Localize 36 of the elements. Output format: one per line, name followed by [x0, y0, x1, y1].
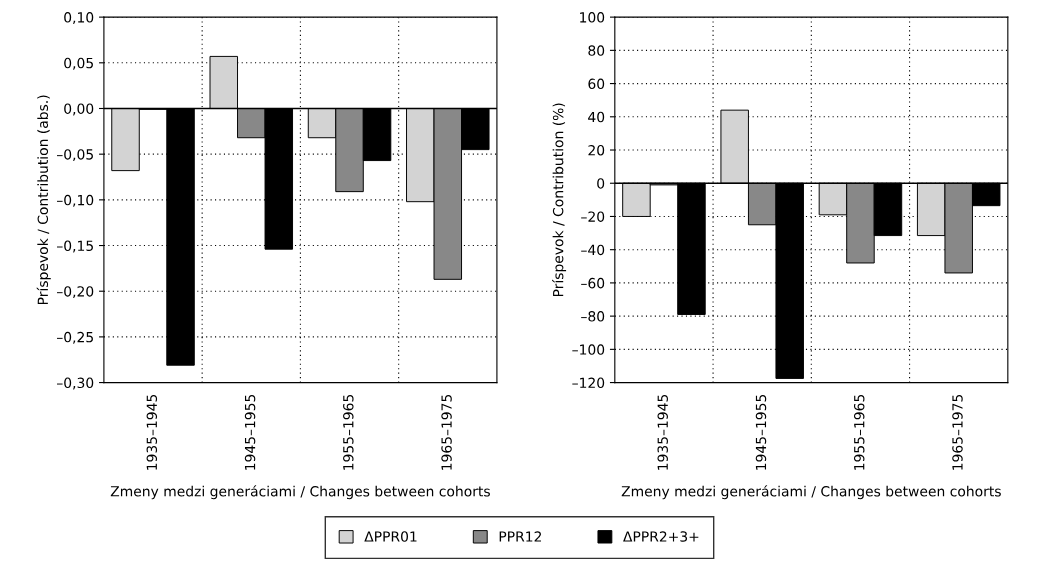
y-tick-label: –60 — [581, 277, 605, 289]
y-tick-label: 20 — [588, 144, 605, 156]
y-tick-label: –40 — [581, 244, 605, 256]
x-tick-label: 1965–1975 — [952, 394, 963, 470]
y-tick-label: –0,30 — [56, 377, 94, 390]
y-axis-title: Príspevok / Contribution (%) — [552, 103, 567, 297]
x-tick-label: 1955–1965 — [853, 394, 865, 470]
y-tick-label: 0 — [597, 178, 605, 189]
y-tick-label: –20 — [581, 211, 605, 222]
x-tick-label: 1945–1955 — [244, 394, 256, 470]
y-tick-label: –0,15 — [56, 240, 93, 253]
legend-label: PPR12 — [499, 531, 542, 542]
legend-label: ΔPPR01 — [364, 531, 417, 542]
y-tick-label: 0,05 — [64, 57, 93, 70]
x-tick-label: 1945–1955 — [755, 394, 767, 470]
x-axis-title: Zmeny medzi generáciami / Changes between cohorts — [110, 485, 490, 500]
y-tick-label: 80 — [588, 45, 605, 56]
y-tick-label: 40 — [588, 111, 605, 123]
x-tick-label: 1935–1945 — [146, 394, 158, 470]
y-tick-label: –0,25 — [56, 331, 93, 344]
x-tick-label: 1965–1975 — [441, 394, 452, 470]
y-tick-label: –120 — [572, 377, 605, 389]
x-axis-title: Zmeny medzi generáciami / Changes between cohorts — [621, 485, 1001, 500]
legend-label: ΔPPR2+3+ — [623, 531, 699, 542]
y-tick-label: –100 — [572, 344, 605, 355]
y-tick-label: –0,20 — [56, 286, 94, 299]
y-axis-title: Príspevok / Contribution (abs.) — [36, 95, 51, 304]
y-tick-label: 60 — [588, 78, 605, 90]
y-tick-label: –80 — [581, 311, 605, 322]
x-tick-label: 1935–1945 — [657, 394, 668, 470]
y-tick-label: 100 — [580, 12, 605, 23]
y-tick-label: 0,10 — [64, 12, 94, 25]
y-tick-label: –0,10 — [56, 194, 94, 207]
y-tick-label: –0,05 — [56, 149, 93, 162]
y-tick-label: 0,00 — [64, 103, 94, 116]
x-tick-label: 1955–1965 — [343, 394, 354, 470]
